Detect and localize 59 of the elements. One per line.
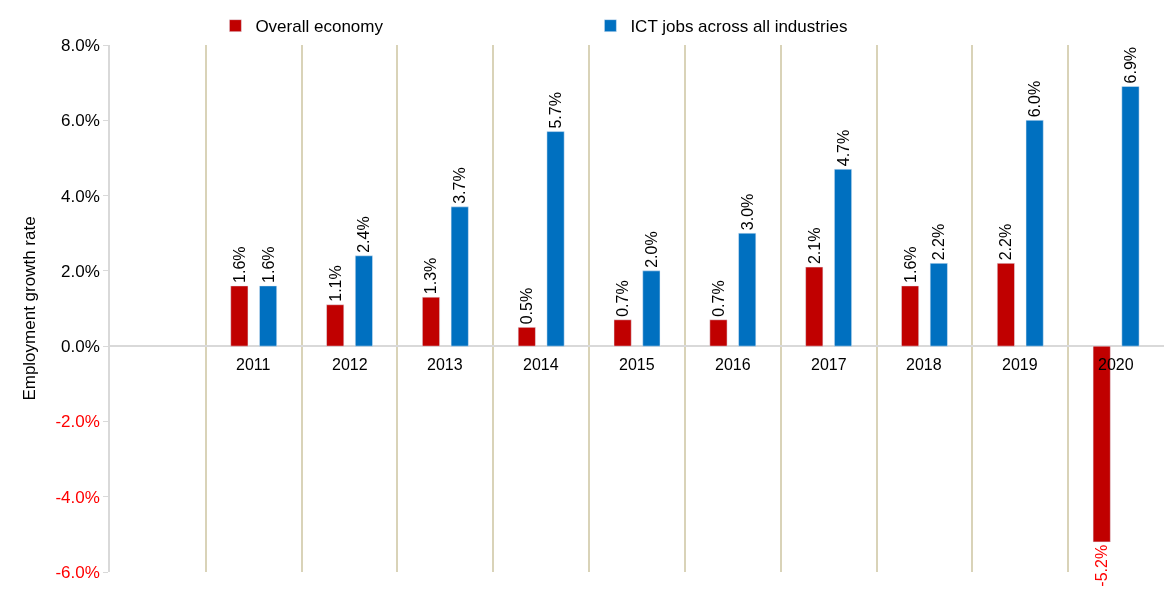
bar — [642, 270, 661, 347]
data-label: 0.5% — [518, 287, 536, 325]
x-tick-label: 2014 — [523, 356, 559, 373]
data-label: 2.2% — [930, 223, 948, 261]
bar — [1025, 120, 1044, 347]
data-label: 6.9% — [1121, 46, 1139, 84]
data-label: 3.0% — [738, 193, 756, 231]
data-label: 2.4% — [355, 216, 373, 253]
legend-label: ICT jobs across all industries — [630, 17, 848, 37]
data-label: -5.2% — [1093, 544, 1111, 587]
bar — [805, 266, 824, 347]
data-label: 1.6% — [230, 246, 248, 283]
bar — [326, 304, 345, 347]
bar — [709, 319, 728, 347]
x-tick-label: 2013 — [427, 356, 463, 373]
data-label: 6.0% — [1026, 80, 1044, 118]
bar — [613, 319, 632, 347]
y-tick-label: -2.0% — [55, 412, 100, 432]
x-tick-label: 2017 — [811, 356, 847, 373]
y-tick-label: 2.0% — [61, 261, 100, 281]
data-label: 1.1% — [326, 265, 344, 302]
bar — [738, 232, 757, 347]
bar — [901, 285, 919, 347]
bar — [929, 263, 948, 347]
bar — [546, 131, 565, 347]
y-tick-label: 0.0% — [61, 337, 100, 357]
data-label: 0.7% — [709, 280, 727, 317]
data-label: 1.6% — [901, 246, 919, 283]
y-tick-label: -4.0% — [55, 487, 100, 507]
x-tick-label: 2018 — [906, 356, 942, 373]
data-label: 5.7% — [547, 92, 565, 129]
bar — [517, 327, 536, 347]
data-label: 2.1% — [805, 227, 823, 265]
bar — [422, 296, 440, 347]
bar — [230, 285, 249, 347]
x-tick-label: 2019 — [1002, 356, 1038, 373]
data-label: 1.6% — [259, 246, 277, 283]
legend-label: Overall economy — [255, 17, 384, 37]
x-tick-label: 2016 — [715, 356, 751, 373]
x-tick-label: 2015 — [619, 356, 655, 373]
y-axis-title: Employment growth rate — [20, 216, 40, 401]
y-tick-label: 6.0% — [61, 111, 100, 131]
x-tick-label: 2011 — [236, 356, 271, 373]
data-label: 2.2% — [997, 223, 1015, 261]
bar — [997, 263, 1015, 347]
data-label: 3.7% — [451, 167, 469, 204]
bar — [450, 206, 469, 347]
y-tick-label: 8.0% — [61, 35, 100, 55]
bar — [259, 285, 277, 347]
bar — [834, 168, 852, 347]
data-label: 2.0% — [642, 231, 660, 268]
y-tick-label: -6.0% — [55, 562, 100, 582]
bar — [355, 255, 373, 347]
bar — [1121, 86, 1140, 347]
data-label: 1.3% — [422, 257, 440, 295]
x-tick-label: 2012 — [332, 356, 368, 373]
data-label: 4.7% — [834, 129, 852, 167]
data-label: 0.7% — [614, 280, 632, 317]
y-tick-label: 4.0% — [61, 186, 100, 206]
